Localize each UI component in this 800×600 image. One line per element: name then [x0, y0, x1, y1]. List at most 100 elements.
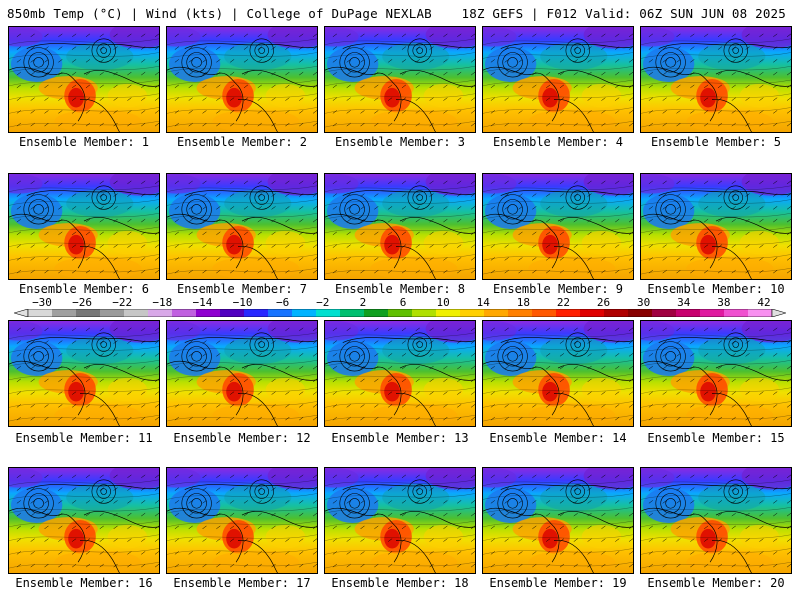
ensemble-member-1-map [8, 26, 160, 133]
colorbar-swatch [388, 309, 413, 317]
ensemble-member-8-map [324, 173, 476, 280]
colorbar-swatch [172, 309, 197, 317]
temperature-field-map [325, 321, 475, 426]
colorbar-swatch [412, 309, 437, 317]
colorbar-swatch [76, 309, 101, 317]
colorbar-tick-label: −14 [192, 296, 213, 309]
colorbar-swatch [148, 309, 173, 317]
ensemble-member-11-map [8, 320, 160, 427]
temperature-field-map [167, 27, 317, 132]
ensemble-member-label: Ensemble Member: 7 [176, 282, 308, 296]
ensemble-member-label: Ensemble Member: 3 [334, 135, 466, 149]
colorbar-swatch [316, 309, 341, 317]
colorbar-swatch [652, 309, 677, 317]
colorbar-tick-label: 34 [677, 296, 691, 309]
map-title: 850mb Temp (°C) | Wind (kts) | College o… [7, 6, 432, 21]
temperature-field-map [167, 174, 317, 279]
temperature-field-map [483, 468, 633, 573]
colorbar-swatch [724, 309, 749, 317]
colorbar-tick-labels: −30 −26 −22 −18 −14 −10 −6 −2 2 6 10 14 18 22 26 30 34 38… [0, 296, 800, 309]
temperature-field-map [167, 468, 317, 573]
colorbar-left-arrow [14, 309, 29, 317]
temperature-field-map [483, 27, 633, 132]
colorbar-swatch [196, 309, 221, 317]
ensemble-member-19-map [482, 467, 634, 574]
ensemble-member-15-map [640, 320, 792, 427]
colorbar-swatch [676, 309, 701, 317]
ensemble-member-14-map [482, 320, 634, 427]
ensemble-member-label: Ensemble Member: 20 [647, 576, 785, 590]
temperature-field-map [9, 468, 159, 573]
temperature-field-map [483, 321, 633, 426]
ensemble-member-10-map [640, 173, 792, 280]
ensemble-member-17-map [166, 467, 318, 574]
colorbar-swatch [484, 309, 509, 317]
colorbar-tick-label: −6 [276, 296, 290, 309]
ensemble-member-6-map [8, 173, 160, 280]
ensemble-member-label: Ensemble Member: 5 [650, 135, 782, 149]
ensemble-member-18-map [324, 467, 476, 574]
colorbar-swatch [268, 309, 293, 317]
colorbar-swatch [532, 309, 557, 317]
colorbar-swatch [340, 309, 365, 317]
ensemble-member-label: Ensemble Member: 1 [18, 135, 150, 149]
ensemble-member-label: Ensemble Member: 16 [15, 576, 153, 590]
colorbar-swatch [124, 309, 149, 317]
ensemble-member-20-map [640, 467, 792, 574]
temperature-field-map [9, 174, 159, 279]
temperature-field-map [9, 27, 159, 132]
colorbar-tick-label: 18 [516, 296, 530, 309]
colorbar-swatch [700, 309, 725, 317]
run-valid-time: 18Z GEFS | F012 Valid: 06Z SUN JUN 08 20… [461, 6, 786, 21]
temperature-field-map [641, 468, 791, 573]
colorbar-tick-label: 6 [399, 296, 407, 309]
colorbar-swatch [556, 309, 581, 317]
colorbar-swatch [436, 309, 461, 317]
colorbar-tick-label: −22 [112, 296, 133, 309]
ensemble-member-9-map [482, 173, 634, 280]
colorbar-swatch [604, 309, 629, 317]
colorbar-swatch [292, 309, 317, 317]
colorbar-swatch [508, 309, 533, 317]
colorbar-swatch [244, 309, 269, 317]
ensemble-member-label: Ensemble Member: 12 [173, 431, 311, 445]
ensemble-member-label: Ensemble Member: 19 [489, 576, 627, 590]
ensemble-member-16-map [8, 467, 160, 574]
ensemble-member-label: Ensemble Member: 10 [647, 282, 785, 296]
ensemble-member-label: Ensemble Member: 4 [492, 135, 624, 149]
colorbar-swatch [100, 309, 125, 317]
colorbar-swatch [628, 309, 653, 317]
ensemble-member-3-map [324, 26, 476, 133]
ensemble-member-label: Ensemble Member: 17 [173, 576, 311, 590]
colorbar-tick-label: 30 [637, 296, 651, 309]
temperature-field-map [167, 321, 317, 426]
ensemble-member-7-map [166, 173, 318, 280]
colorbar-swatch [748, 309, 773, 317]
ensemble-member-label: Ensemble Member: 18 [331, 576, 469, 590]
ensemble-member-label: Ensemble Member: 8 [334, 282, 466, 296]
temperature-field-map [641, 174, 791, 279]
colorbar-tick-label: −26 [72, 296, 93, 309]
colorbar-tick-label: −18 [152, 296, 173, 309]
ensemble-member-label: Ensemble Member: 14 [489, 431, 627, 445]
ensemble-member-label: Ensemble Member: 15 [647, 431, 785, 445]
temperature-field-map [325, 174, 475, 279]
colorbar-swatch [364, 309, 389, 317]
temperature-field-map [641, 27, 791, 132]
colorbar-swatch [28, 309, 53, 317]
ensemble-member-label: Ensemble Member: 2 [176, 135, 308, 149]
temperature-field-map [325, 468, 475, 573]
colorbar-tick-label: 26 [596, 296, 611, 309]
colorbar-right-arrow [771, 309, 786, 317]
ensemble-member-12-map [166, 320, 318, 427]
ensemble-member-5-map [640, 26, 792, 133]
ensemble-member-4-map [482, 26, 634, 133]
temperature-field-map [483, 174, 633, 279]
colorbar-tick-label: −10 [232, 296, 253, 309]
colorbar-swatch [460, 309, 485, 317]
ensemble-member-2-map [166, 26, 318, 133]
ensemble-member-label: Ensemble Member: 9 [492, 282, 624, 296]
colorbar-swatch [220, 309, 245, 317]
ensemble-member-13-map [324, 320, 476, 427]
ensemble-member-label: Ensemble Member: 11 [15, 431, 153, 445]
